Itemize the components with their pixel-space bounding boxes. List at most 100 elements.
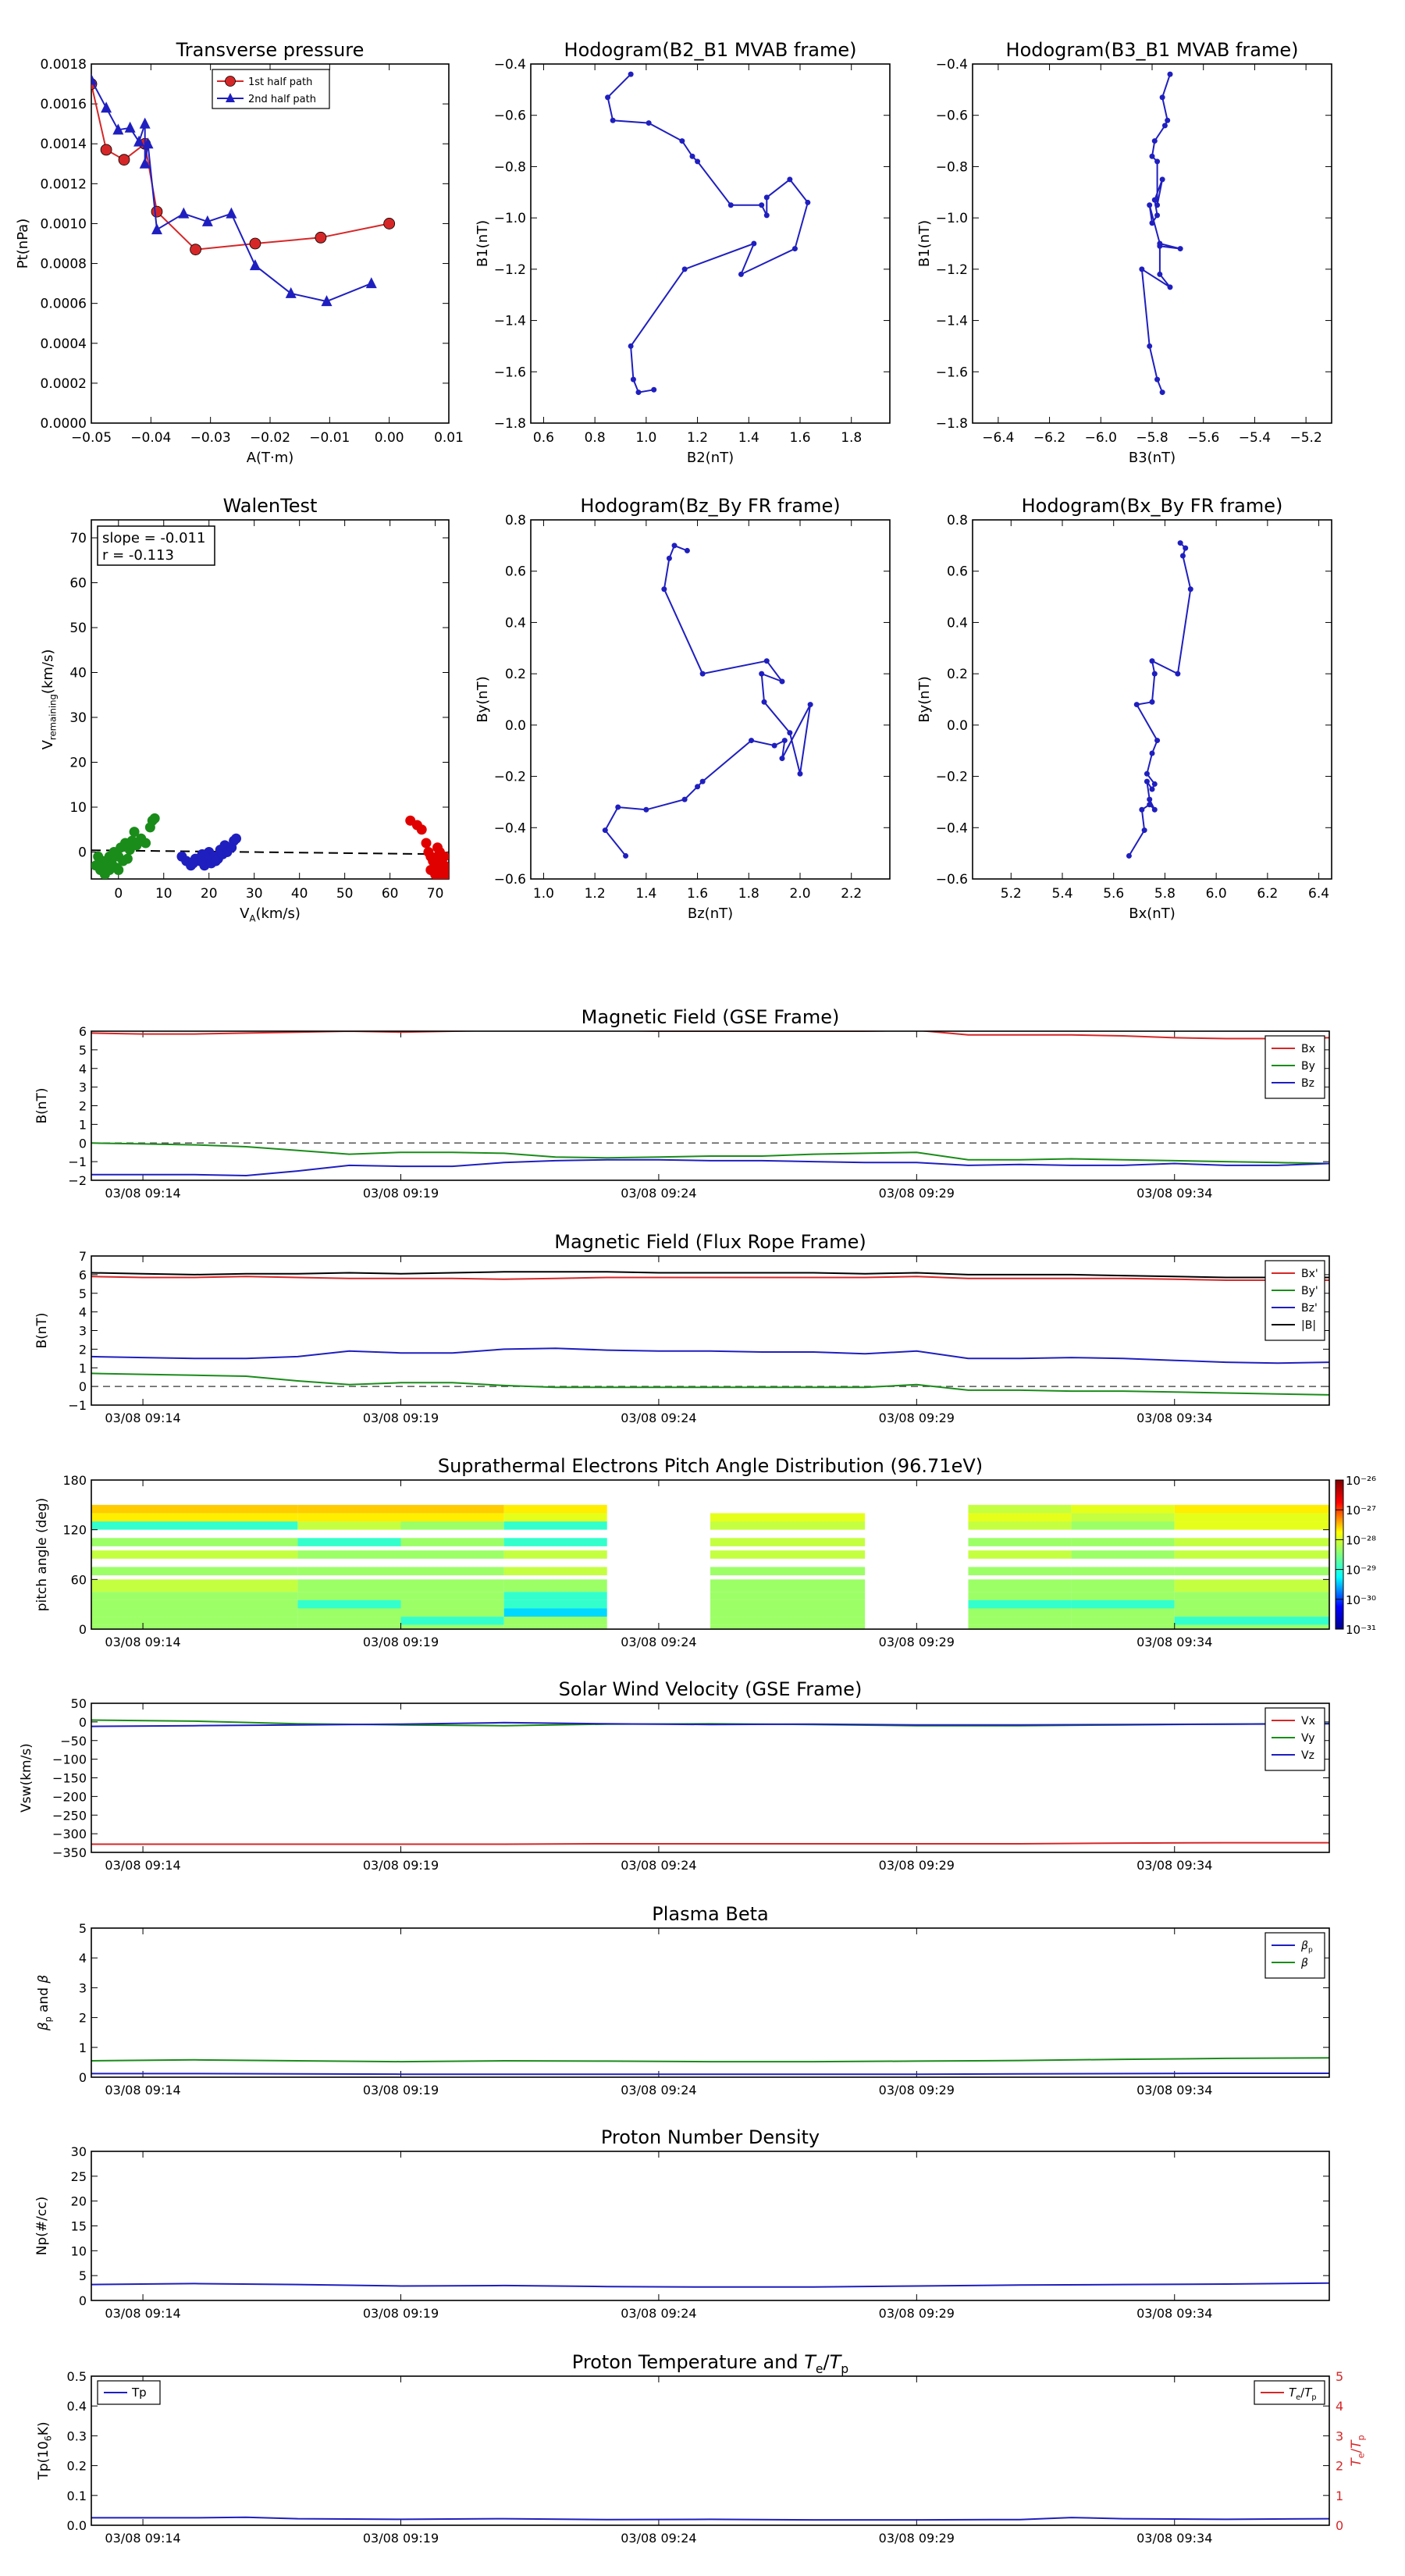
chart-title: Proton Temperature and Te/Tp [572,2351,849,2376]
y-axis-label: Tp(106K) [36,2421,53,2480]
y-tick-label: 0 [79,2293,87,2308]
data-point [761,699,767,705]
legend-box [1264,1932,1325,1979]
x-axis-label: Bz(nT) [688,906,733,922]
x-tick-label: 0.8 [585,430,606,446]
series-line-vx [91,1841,1329,1845]
legend-label: β [1300,1957,1308,1969]
y-axis-label: Np(#/cc) [34,2197,50,2255]
annotation-slope: slope = -0.011 [102,530,205,546]
annotation-r: r = -0.113 [102,547,174,564]
data-point [791,246,798,252]
y-tick-label: −0.2 [494,770,526,785]
data-point [699,778,706,785]
y-tick-label: 0.0018 [41,57,87,73]
chart-vsw: −350 −300 −250 −200 −150 −100 −50 0 50 03/08 09:1… [19,1678,1330,1873]
x-tick-label: 03/08 09:29 [879,1635,955,1649]
heatmap-cell [710,1567,866,1576]
series-line [1140,73,1181,393]
y-tick-label: −1.0 [494,211,526,226]
x-tick-label: 03/08 09:24 [621,1411,696,1425]
data-point [1149,658,1155,664]
y-tick-label: 0.0 [505,718,526,734]
annotation-box [97,525,215,566]
plot-area [91,2282,1329,2288]
y-tick-label: 1 [79,1117,87,1132]
series-line-vz [91,1721,1329,1727]
x-tick-label: 03/08 09:29 [879,1858,955,1873]
data-point [249,259,261,271]
heatmap-cell [1071,1579,1175,1592]
heatmap-cell [91,1599,298,1609]
colorbar-label: 10⁻²⁸ [1346,1533,1376,1547]
data-point [129,827,140,838]
chart-pad: 10⁻²⁶ 10⁻²⁷ 10⁻²⁸ 10⁻²⁹ 10⁻³⁰ 10⁻³¹ 0 60 120 180 0… [34,1455,1376,1649]
y-tick-label: 0.3 [67,2428,87,2443]
x-tick-label: 03/08 09:29 [879,1186,955,1201]
y-tick-label: 5 [79,2268,87,2283]
heatmap-cell [503,1608,607,1617]
data-point [190,244,201,256]
data-point [651,386,657,393]
data-point [749,738,755,744]
x-tick-label: 03/08 09:29 [879,2531,955,2546]
y-tick-label: 3 [79,1980,87,1995]
series-line- [91,2057,1329,2063]
x-tick-label: −5.2 [1290,430,1322,446]
data-point [1157,271,1163,277]
y-tick-label: −150 [52,1771,87,1786]
heatmap-cell [710,1608,866,1617]
data-point [151,223,162,235]
x-tick-label: 03/08 09:19 [363,2083,439,2097]
plot-area [605,71,811,396]
data-point [628,343,634,349]
plot-frame [972,63,1332,424]
data-point [139,157,151,169]
data-point [679,138,685,144]
heatmap-cell [297,1599,401,1609]
y-tick-label: −1.0 [936,211,968,226]
y2-tick-label: 4 [1336,2399,1343,2414]
chart-tp_t: 0.0 0.1 0.2 0.3 0.4 0.5 03/08 09:14 03/08 09:19… [36,2351,1366,2546]
heatmap-cell [1174,1521,1329,1530]
y-tick-label: 5 [79,1286,87,1301]
x-tick-label: 03/08 09:24 [621,1186,696,1201]
data-point [315,231,327,244]
heatmap-cell [1174,1592,1329,1600]
heatmap-cell [400,1550,504,1559]
data-point [1151,781,1158,787]
heatmap-cell [1174,1579,1329,1592]
y-tick-label: 0 [79,2070,87,2085]
series-line [604,544,812,857]
heatmap-cell [710,1550,866,1559]
chart-title: Hodogram(B3_B1 MVAB frame) [1006,39,1299,61]
y-tick-label: 4 [79,1062,87,1076]
x-tick-label: 03/08 09:24 [621,2306,696,2321]
y-axis-label: B(nT) [34,1087,50,1123]
heatmap-cell [1071,1592,1175,1600]
heatmap-cell [91,1504,298,1514]
y-tick-label: −250 [52,1808,87,1823]
heatmap-cell [91,1608,298,1617]
data-point [630,376,636,382]
series-0 [605,71,811,396]
heatmap-cell [400,1513,504,1522]
y-tick-label: 0.4 [947,615,968,631]
data-point [1154,158,1161,165]
y-tick-label: 50 [71,1696,87,1711]
scatter-series [405,815,449,879]
data-point [787,176,793,183]
x-tick-label: 03/08 09:34 [1136,2531,1212,2546]
y-axis-label: By(nT) [916,676,933,722]
x-tick-label: 0.00 [375,430,404,446]
y-tick-label: 0.4 [505,615,526,631]
data-point [187,858,198,869]
data-point [133,135,145,147]
heatmap-cell [1071,1504,1175,1514]
plot-frame [91,1479,1330,1630]
data-point [112,123,124,135]
y-tick-label: 3 [79,1324,87,1339]
legend-label: |B| [1301,1319,1316,1332]
y-tick-label: 0.0014 [41,137,87,152]
x-tick-label: 03/08 09:19 [363,1635,439,1649]
